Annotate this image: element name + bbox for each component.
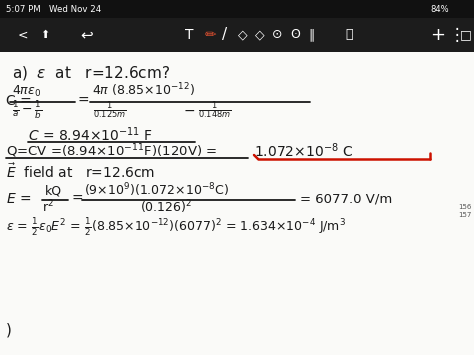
Text: $\frac{1}{a} - \frac{1}{b}$: $\frac{1}{a} - \frac{1}{b}$ xyxy=(12,100,42,122)
Text: 157: 157 xyxy=(458,212,471,218)
Text: a)  $\varepsilon$  at   r=12.6cm?: a) $\varepsilon$ at r=12.6cm? xyxy=(12,64,170,82)
Text: /: / xyxy=(222,27,227,43)
Text: kQ: kQ xyxy=(45,185,62,197)
Text: r$^2$: r$^2$ xyxy=(42,199,54,215)
Text: +: + xyxy=(430,26,445,44)
Text: □: □ xyxy=(460,28,472,42)
Text: =: = xyxy=(72,192,83,206)
Text: <: < xyxy=(18,28,28,42)
Text: ): ) xyxy=(6,322,12,338)
Text: $\frac{1}{0.148m}$: $\frac{1}{0.148m}$ xyxy=(198,99,232,121)
Bar xyxy=(0,0,474,18)
Text: $C$ = 8.94×10$^{-11}$ F: $C$ = 8.94×10$^{-11}$ F xyxy=(28,126,153,144)
Text: (0.126)$^2$: (0.126)$^2$ xyxy=(140,198,192,216)
Bar xyxy=(0,18,474,52)
Text: T: T xyxy=(185,28,193,42)
Text: $4\pi$ (8.85×10$^{-12}$): $4\pi$ (8.85×10$^{-12}$) xyxy=(92,81,195,99)
Text: 5:07 PM   Wed Nov 24: 5:07 PM Wed Nov 24 xyxy=(6,5,101,13)
Bar xyxy=(0,52,474,355)
Text: 🎤: 🎤 xyxy=(345,28,353,42)
Text: ∥: ∥ xyxy=(308,28,314,42)
Text: ↩: ↩ xyxy=(80,27,93,43)
Text: $\vec{E}$  field at   r=12.6cm: $\vec{E}$ field at r=12.6cm xyxy=(6,163,155,181)
Text: Q=CV =(8.94×10$^{-11}$F)(120V) =: Q=CV =(8.94×10$^{-11}$F)(120V) = xyxy=(6,142,219,160)
Text: $E$ =: $E$ = xyxy=(6,192,31,206)
Text: ✏: ✏ xyxy=(205,28,217,42)
Text: 156: 156 xyxy=(458,204,471,210)
Text: 1.072×10$^{-8}$ C: 1.072×10$^{-8}$ C xyxy=(254,142,353,160)
Text: $\varepsilon$ = $\frac{1}{2}\varepsilon_0 E^2$ = $\frac{1}{2}$(8.85×10$^{-12}$)(: $\varepsilon$ = $\frac{1}{2}\varepsilon_… xyxy=(6,216,346,238)
Text: (9×10$^9$)(1.072×10$^{-8}$C): (9×10$^9$)(1.072×10$^{-8}$C) xyxy=(84,181,229,199)
Text: 84%: 84% xyxy=(430,5,448,13)
Text: = 6077.0 V/m: = 6077.0 V/m xyxy=(300,192,392,206)
Text: ⊙: ⊙ xyxy=(272,28,283,42)
Text: ⬆: ⬆ xyxy=(40,30,49,40)
Text: ʘ: ʘ xyxy=(290,28,300,42)
Text: ⋮: ⋮ xyxy=(449,26,465,44)
Text: ◇: ◇ xyxy=(255,28,264,42)
Text: C =: C = xyxy=(6,94,32,108)
Text: =: = xyxy=(78,94,90,108)
Text: $4\pi\varepsilon_0$: $4\pi\varepsilon_0$ xyxy=(12,83,41,99)
Text: $\frac{1}{0.125m}$: $\frac{1}{0.125m}$ xyxy=(93,99,126,121)
Text: ◇: ◇ xyxy=(238,28,247,42)
Text: $-$: $-$ xyxy=(183,103,195,117)
